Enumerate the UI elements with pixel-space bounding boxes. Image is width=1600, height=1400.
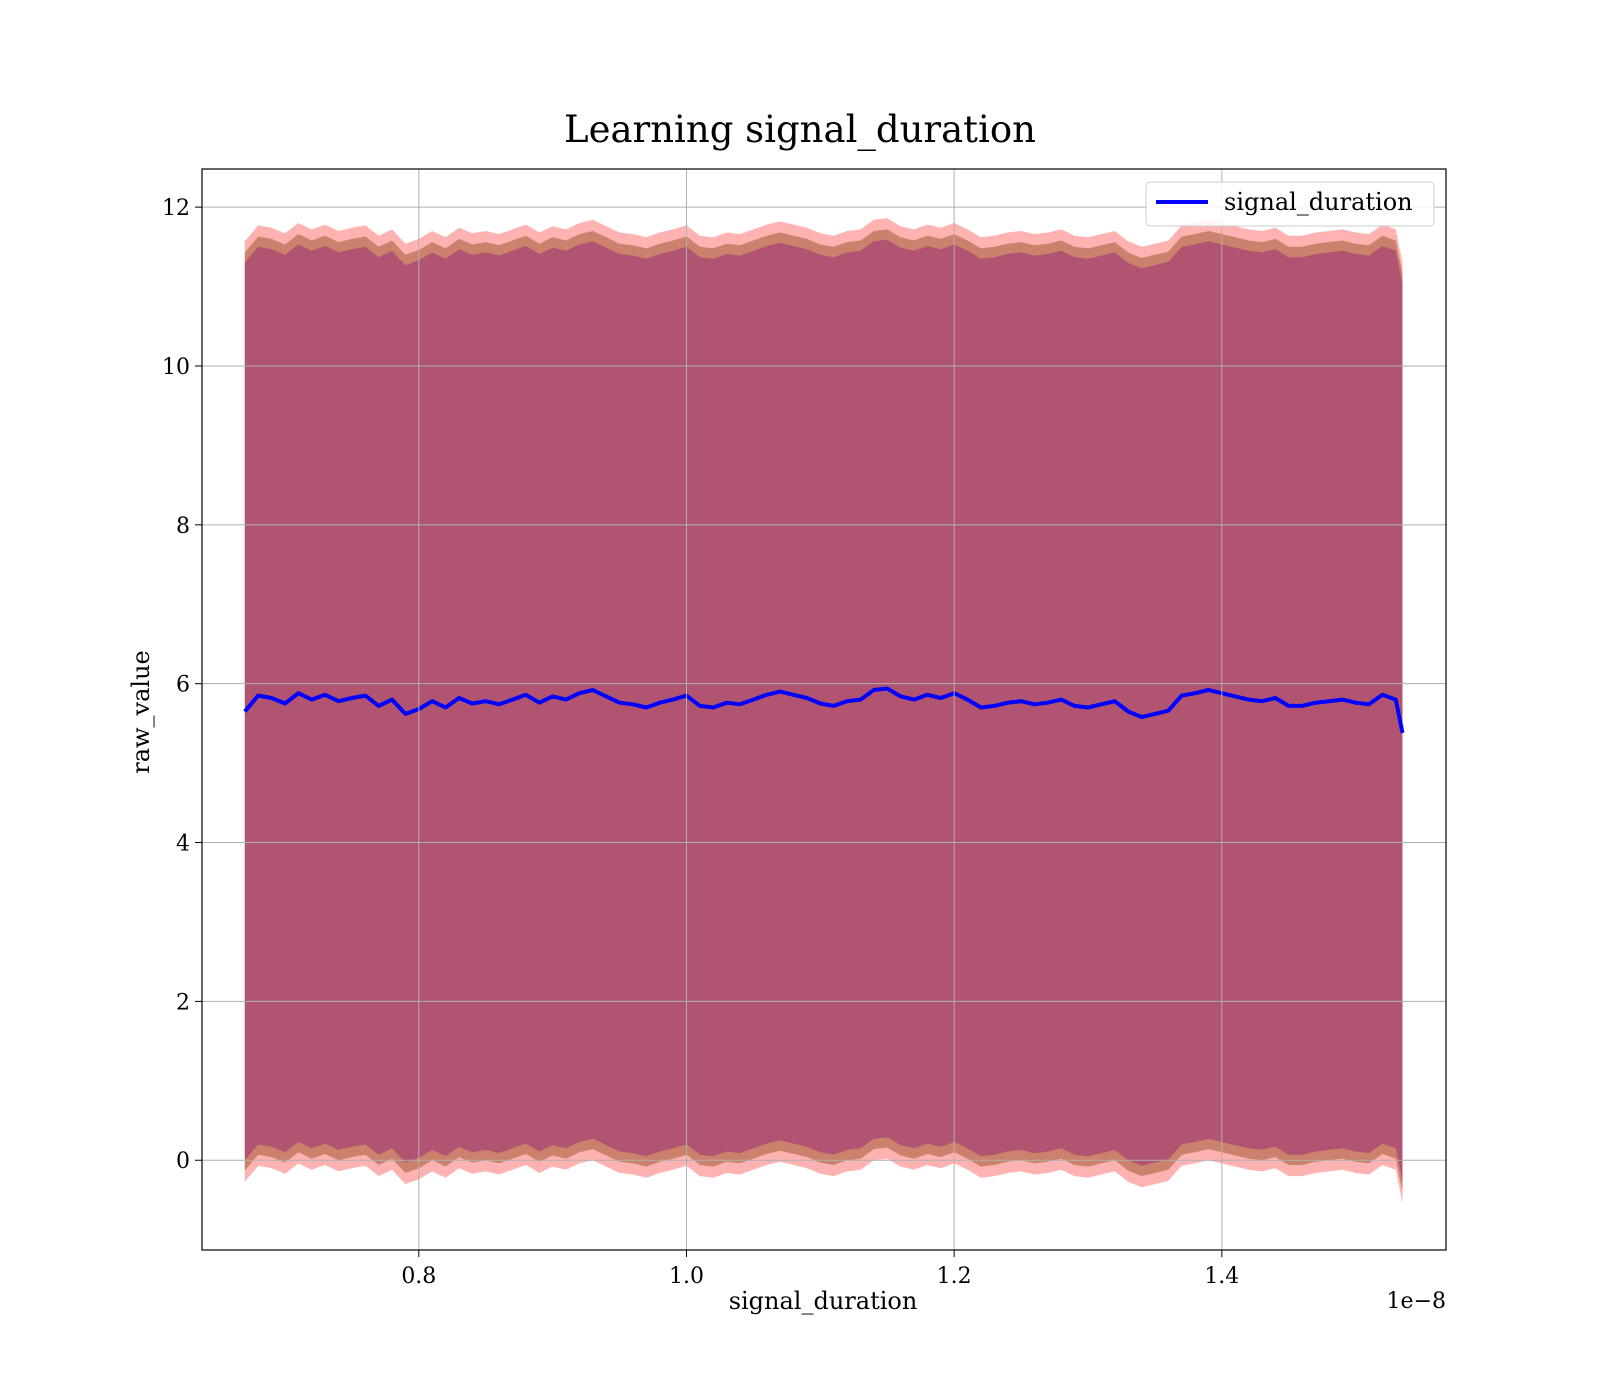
y-tick-label: 0 <box>176 1149 190 1174</box>
x-tick-label: 1.4 <box>1204 1264 1239 1289</box>
y-tick-label: 6 <box>176 673 190 698</box>
x-tick-label: 0.8 <box>401 1264 436 1289</box>
chart-title: Learning signal_duration <box>564 108 1036 152</box>
series-line-signal-duration <box>243 686 1405 734</box>
x-tick-label: 1.2 <box>937 1264 972 1289</box>
outer-band <box>244 218 1403 1204</box>
legend-label: signal_duration <box>1224 188 1413 216</box>
y-tick-label: 2 <box>176 990 190 1015</box>
y-tick-label: 4 <box>176 832 190 857</box>
axes: 0.8 1.0 1.2 1.4 0 2 4 6 8 10 12 <box>162 168 1447 1289</box>
x-tick-label: 1.0 <box>669 1264 704 1289</box>
core-band <box>244 239 1403 1182</box>
plot-area <box>243 218 1405 1204</box>
grid <box>202 169 1446 1250</box>
y-axis-label: raw_value <box>127 650 155 774</box>
legend: signal_duration <box>1145 181 1435 227</box>
plot-frame <box>201 168 1447 1251</box>
y-tick-label: 10 <box>162 355 190 380</box>
inner-band <box>244 229 1403 1192</box>
x-axis-offset-label: 1e−8 <box>1387 1289 1446 1314</box>
x-axis-label: signal_duration <box>729 1287 918 1315</box>
y-tick-label: 12 <box>162 196 190 221</box>
y-tick-label: 8 <box>176 514 190 539</box>
legend-box <box>1145 181 1435 227</box>
